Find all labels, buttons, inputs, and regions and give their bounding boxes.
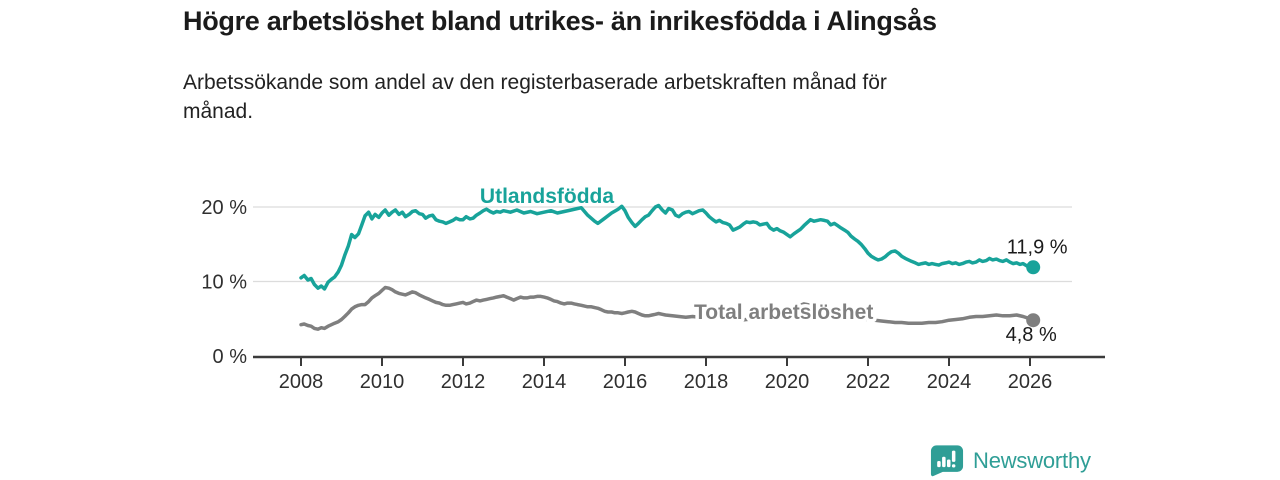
x-tick-label: 2012 xyxy=(441,371,486,393)
series-line-utlandsfodda xyxy=(299,203,1035,291)
x-tick-label: 2008 xyxy=(279,371,324,393)
x-tick-label: 2016 xyxy=(603,371,648,393)
x-tick-label: 2022 xyxy=(846,371,891,393)
series-label: Utlandsfödda xyxy=(480,185,614,208)
x-tick-label: 2010 xyxy=(360,371,405,393)
x-tick-label: 2020 xyxy=(765,371,810,393)
newsworthy-logo[interactable]: Newsworthy xyxy=(930,444,1091,477)
y-tick-label: 0 % xyxy=(213,346,248,368)
x-tick-label: 2024 xyxy=(927,371,972,393)
series-end-dot xyxy=(1026,260,1041,275)
x-tick-label: 2026 xyxy=(1008,371,1053,393)
chart-title: Högre arbetslöshet bland utrikes- än inr… xyxy=(183,6,937,36)
y-tick-label: 10 % xyxy=(201,272,247,294)
end-value-label: 11,9 % xyxy=(1007,236,1068,258)
series-label: Total arbetslöshet xyxy=(694,301,873,324)
x-tick-label: 2018 xyxy=(684,371,729,393)
end-value-label: 4,8 % xyxy=(1006,324,1057,346)
series-end-dot xyxy=(1026,313,1041,328)
chart-subtitle: Arbetssökande som andel av den registerb… xyxy=(183,71,887,123)
newsworthy-icon xyxy=(930,445,964,477)
newsworthy-wordmark: Newsworthy xyxy=(973,447,1091,473)
series-line-total-arbetsloshet xyxy=(299,285,1035,331)
x-tick-label: 2014 xyxy=(522,371,567,393)
y-tick-label: 20 % xyxy=(201,197,247,219)
